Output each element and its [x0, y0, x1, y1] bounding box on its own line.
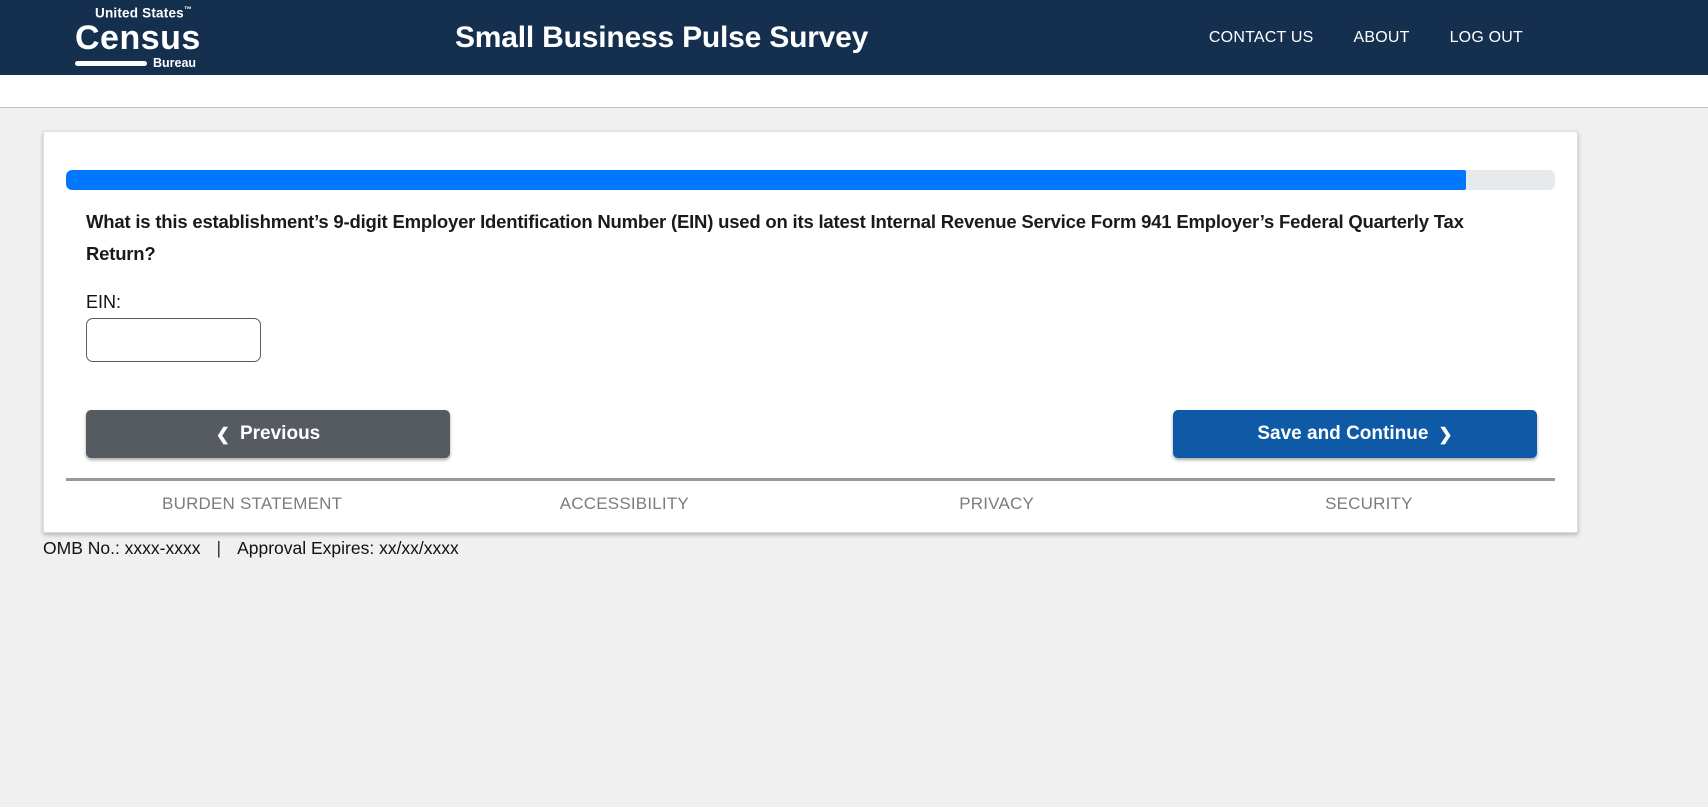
link-privacy[interactable]: PRIVACY [959, 494, 1035, 513]
header-nav: CONTACT US ABOUT LOG OUT [1209, 29, 1523, 47]
approval-expires: Approval Expires: xx/xx/xxxx [237, 538, 459, 558]
save-and-continue-button[interactable]: Save and Continue ❯ [1173, 410, 1537, 458]
app-header: United States™ Census Bureau Small Busin… [0, 0, 1708, 75]
question-text: What is this establishment’s 9-digit Emp… [86, 211, 1464, 264]
nav-log-out[interactable]: LOG OUT [1449, 28, 1523, 46]
footer-links: BURDEN STATEMENT ACCESSIBILITY PRIVACY S… [66, 494, 1555, 514]
omb-separator: | [216, 538, 222, 558]
link-burden-statement[interactable]: BURDEN STATEMENT [162, 494, 343, 513]
page-title: Small Business Pulse Survey [455, 20, 869, 54]
progress-bar-fill [66, 170, 1466, 190]
previous-button-label: Previous [239, 423, 321, 444]
link-security[interactable]: SECURITY [1325, 494, 1413, 513]
progress-bar-track [66, 170, 1555, 190]
save-button-label: Save and Continue [1257, 423, 1429, 444]
link-accessibility[interactable]: ACCESSIBILITY [559, 494, 689, 513]
logo-underline [75, 60, 147, 66]
subheader-band [0, 75, 1708, 108]
survey-card: What is this establishment’s 9-digit Emp… [43, 131, 1578, 533]
omb-statement: OMB No.: xxxx-xxxx | Approval Expires: x… [43, 538, 459, 559]
logo-census: Census [75, 18, 201, 57]
chevron-left-icon: ❮ [215, 424, 230, 444]
logo-bureau: Bureau [153, 55, 197, 70]
chevron-right-icon: ❯ [1438, 424, 1453, 444]
trademark-symbol: ™ [183, 4, 193, 14]
omb-number: OMB No.: xxxx-xxxx [43, 538, 201, 558]
ein-label: EIN: [86, 292, 122, 312]
nav-about[interactable]: ABOUT [1353, 28, 1410, 46]
logo-united-states: United States™ [95, 4, 193, 21]
nav-contact-us[interactable]: CONTACT US [1208, 28, 1314, 46]
footer-divider [66, 478, 1555, 481]
ein-input[interactable] [86, 318, 261, 362]
census-bureau-logo[interactable]: United States™ Census Bureau [75, 4, 215, 70]
previous-button[interactable]: ❮ Previous [86, 410, 450, 458]
